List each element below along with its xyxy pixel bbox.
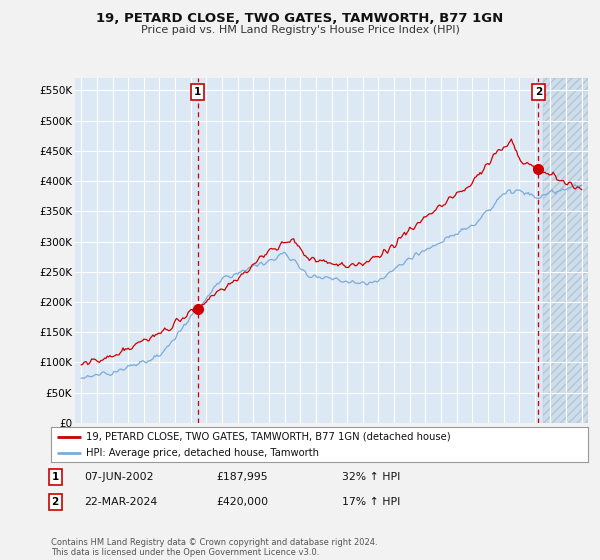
Text: 22-MAR-2024: 22-MAR-2024	[84, 497, 157, 507]
Text: 2: 2	[52, 497, 59, 507]
Bar	[542, 78, 588, 423]
Text: HPI: Average price, detached house, Tamworth: HPI: Average price, detached house, Tamw…	[86, 447, 319, 458]
Text: 17% ↑ HPI: 17% ↑ HPI	[342, 497, 400, 507]
Text: Contains HM Land Registry data © Crown copyright and database right 2024.
This d: Contains HM Land Registry data © Crown c…	[51, 538, 377, 557]
Text: 32% ↑ HPI: 32% ↑ HPI	[342, 472, 400, 482]
Text: 1: 1	[52, 472, 59, 482]
Text: 1: 1	[194, 87, 201, 97]
Text: £187,995: £187,995	[216, 472, 268, 482]
Text: £420,000: £420,000	[216, 497, 268, 507]
Text: 07-JUN-2002: 07-JUN-2002	[84, 472, 154, 482]
Text: Price paid vs. HM Land Registry's House Price Index (HPI): Price paid vs. HM Land Registry's House …	[140, 25, 460, 35]
Text: 2: 2	[535, 87, 542, 97]
Text: 19, PETARD CLOSE, TWO GATES, TAMWORTH, B77 1GN (detached house): 19, PETARD CLOSE, TWO GATES, TAMWORTH, B…	[86, 432, 451, 442]
Text: 19, PETARD CLOSE, TWO GATES, TAMWORTH, B77 1GN: 19, PETARD CLOSE, TWO GATES, TAMWORTH, B…	[97, 12, 503, 25]
